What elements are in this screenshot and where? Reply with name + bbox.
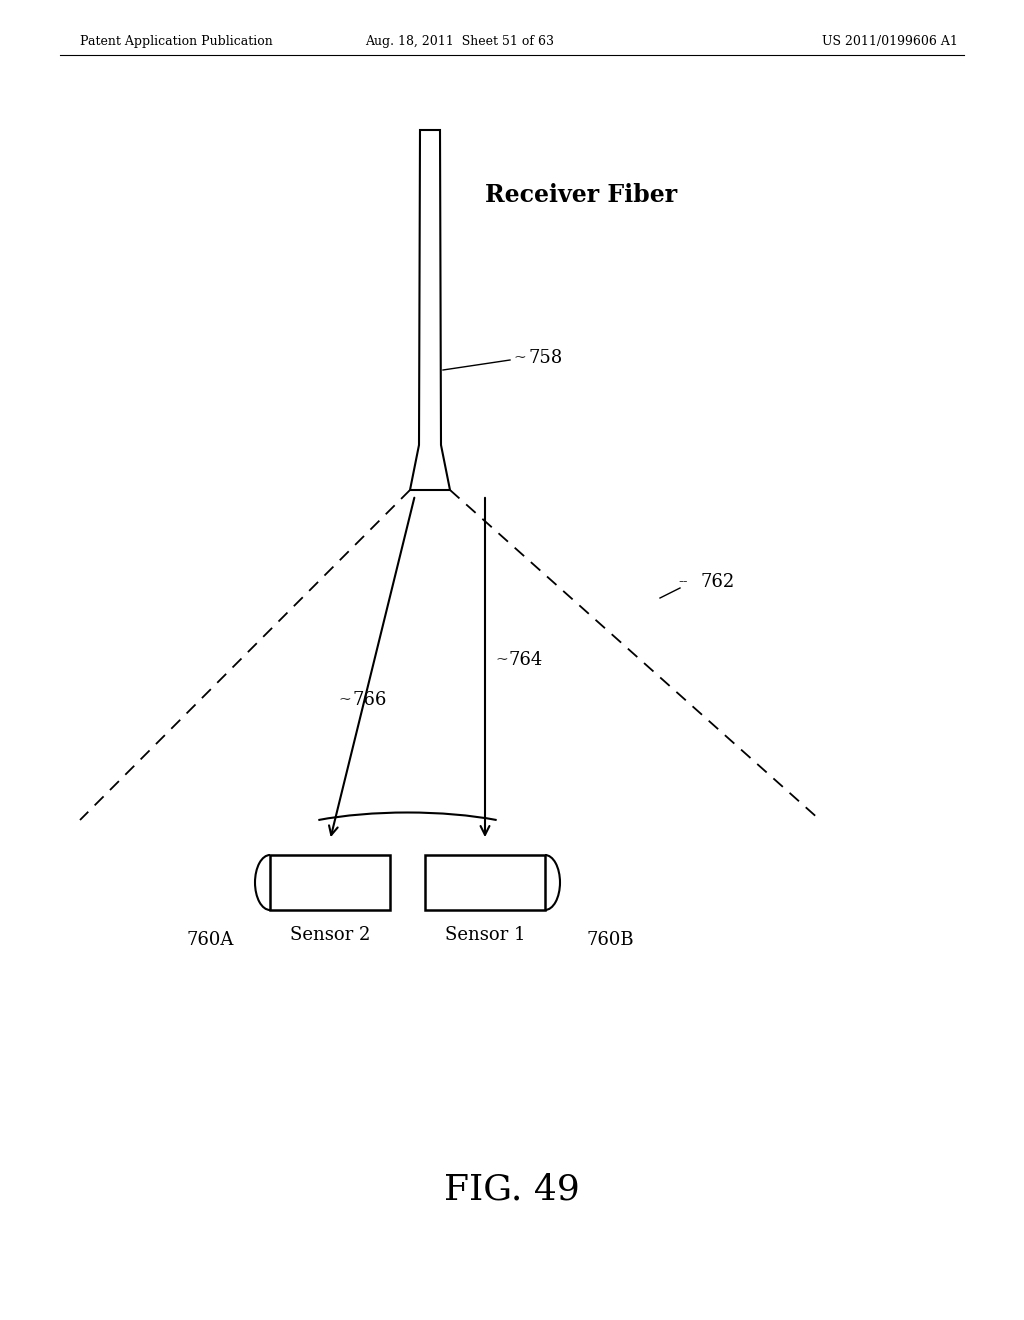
Text: US 2011/0199606 A1: US 2011/0199606 A1 [822, 36, 957, 49]
Text: 762: 762 [700, 573, 734, 591]
Text: Aug. 18, 2011  Sheet 51 of 63: Aug. 18, 2011 Sheet 51 of 63 [366, 36, 555, 49]
Text: ~: ~ [495, 653, 508, 667]
Bar [425, 855, 545, 909]
Text: 764: 764 [509, 651, 544, 669]
Text: 760A: 760A [186, 931, 233, 949]
Text: ~: ~ [513, 351, 525, 366]
Polygon shape [410, 129, 450, 490]
Text: 766: 766 [352, 690, 386, 709]
Bar [270, 855, 390, 909]
Text: Receiver Fiber: Receiver Fiber [485, 183, 677, 207]
Text: ~: ~ [338, 693, 351, 708]
Text: Sensor 2: Sensor 2 [290, 927, 371, 944]
Text: FIG. 49: FIG. 49 [444, 1173, 580, 1206]
Text: --: -- [678, 576, 687, 589]
Text: 760B: 760B [586, 931, 634, 949]
Text: Patent Application Publication: Patent Application Publication [80, 36, 272, 49]
Text: Sensor 1: Sensor 1 [444, 927, 525, 944]
Text: 758: 758 [528, 348, 562, 367]
